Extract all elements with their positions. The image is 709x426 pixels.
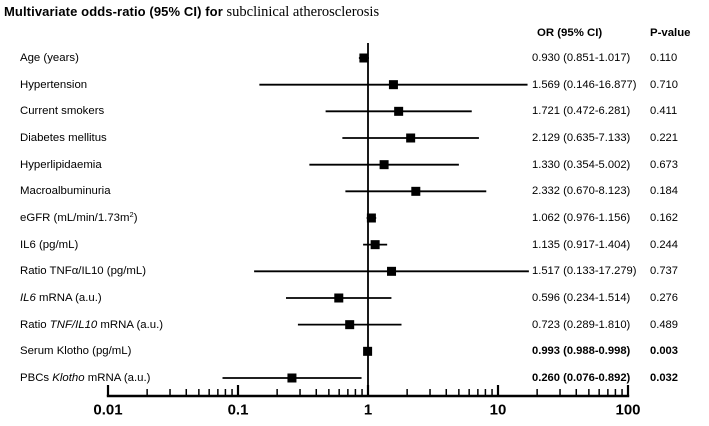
estimate-marker <box>388 80 398 90</box>
figure-title-bold: Multivariate odds-ratio (95% CI) for <box>4 4 223 19</box>
row-values: 0.596 (0.234-1.514) 0.276 <box>532 292 678 304</box>
estimate-marker <box>411 186 421 196</box>
or-column-header: OR (95% CI) <box>537 27 603 39</box>
row-label: Hypertension <box>20 78 88 91</box>
row-label: Diabetes mellitus <box>20 131 107 144</box>
p-value-column-header: P-value <box>650 27 691 39</box>
row-p-value: 0.710 <box>650 78 678 91</box>
row-or-value: 2.332 (0.670-8.123) <box>532 185 631 198</box>
row-or-value: 1.721 (0.472-6.281) <box>532 105 631 118</box>
estimate-marker <box>345 320 355 330</box>
row-or-value: 1.569 (0.146-16.877) <box>532 78 637 91</box>
x-tick-label: 0.1 <box>228 402 249 419</box>
row-label: Serum Klotho (pg/mL) <box>20 345 132 358</box>
estimate-marker <box>366 213 376 223</box>
row-values: 1.062 (0.976-1.156) 0.162 <box>532 212 678 224</box>
row-p-value: 0.673 <box>650 158 678 171</box>
row-p-value: 0.489 <box>650 318 678 331</box>
row-values: 1.721 (0.472-6.281) 0.411 <box>532 105 677 117</box>
row-label: Age (years) <box>20 52 79 64</box>
figure-title: Multivariate odds-ratio (95% CI) for sub… <box>4 3 379 21</box>
x-tick-label: 0.01 <box>93 402 122 419</box>
row-p-value: 0.276 <box>650 291 678 304</box>
row-p-value: 0.221 <box>650 131 678 144</box>
row-values: 2.332 (0.670-8.123) 0.184 <box>532 185 678 197</box>
row-or-value: 0.260 (0.076-0.892) <box>532 371 631 384</box>
row-values: 1.135 (0.917-1.404) 0.244 <box>532 239 678 251</box>
row-values: 1.517 (0.133-17.279) 0.737 <box>532 265 678 277</box>
row-label: Hyperlipidaemia <box>20 158 102 171</box>
row-values: 0.260 (0.076-0.892) 0.032 <box>532 372 678 384</box>
row-values: 0.930 (0.851-1.017) 0.110 <box>532 52 677 64</box>
estimate-marker <box>394 106 404 116</box>
x-tick-label: 1 <box>364 402 372 419</box>
row-p-value: 0.110 <box>650 52 678 64</box>
row-or-value: 0.596 (0.234-1.514) <box>532 291 631 304</box>
row-values: 0.723 (0.289-1.810) 0.489 <box>532 319 678 331</box>
row-or-value: 1.517 (0.133-17.279) <box>532 265 637 278</box>
estimate-marker <box>387 266 397 276</box>
row-p-value: 0.737 <box>650 265 678 278</box>
row-label: PBCs Klotho mRNA (a.u.) <box>20 371 151 384</box>
row-label: Current smokers <box>20 105 105 118</box>
row-p-value: 0.244 <box>650 238 678 251</box>
estimate-marker <box>370 240 380 250</box>
row-p-value: 0.184 <box>650 185 678 198</box>
row-label: IL6 (pg/mL) <box>20 238 79 251</box>
row-values: 1.569 (0.146-16.877) 0.710 <box>532 79 678 91</box>
row-values: 2.129 (0.635-7.133) 0.221 <box>532 132 678 144</box>
x-tick-label: 10 <box>490 402 507 419</box>
estimate-marker <box>287 373 297 383</box>
row-or-value: 1.330 (0.354-5.002) <box>532 158 631 171</box>
estimate-marker <box>406 133 416 143</box>
row-label: eGFR (mL/min/1.73m2) <box>20 209 138 224</box>
row-or-value: 0.930 (0.851-1.017) <box>532 52 631 64</box>
row-or-value: 0.723 (0.289-1.810) <box>532 318 631 331</box>
row-p-value: 0.411 <box>650 105 678 118</box>
row-or-value: 2.129 (0.635-7.133) <box>532 131 631 144</box>
row-label: Ratio TNFα/IL10 (pg/mL) <box>20 265 147 278</box>
row-values: 0.993 (0.988-0.998) 0.003 <box>532 345 678 357</box>
x-tick-label: 100 <box>615 402 640 419</box>
row-p-value: 0.032 <box>650 371 678 384</box>
estimate-marker <box>363 346 373 356</box>
row-or-value: 0.993 (0.988-0.998) <box>532 345 631 358</box>
estimate-marker <box>379 160 389 170</box>
row-or-value: 1.135 (0.917-1.404) <box>532 238 631 251</box>
row-label: IL6 mRNA (a.u.) <box>20 291 102 304</box>
row-or-value: 1.062 (0.976-1.156) <box>532 211 631 224</box>
estimate-marker <box>359 53 369 63</box>
row-label: Ratio TNF/IL10 mRNA (a.u.) <box>20 318 164 331</box>
row-p-value: 0.003 <box>650 345 678 358</box>
row-p-value: 0.162 <box>650 211 678 224</box>
row-label: Macroalbuminuria <box>20 185 111 198</box>
estimate-marker <box>334 293 344 303</box>
figure-title-serif: subclinical atherosclerosis <box>222 4 380 20</box>
row-values: 1.330 (0.354-5.002) 0.673 <box>532 159 678 171</box>
